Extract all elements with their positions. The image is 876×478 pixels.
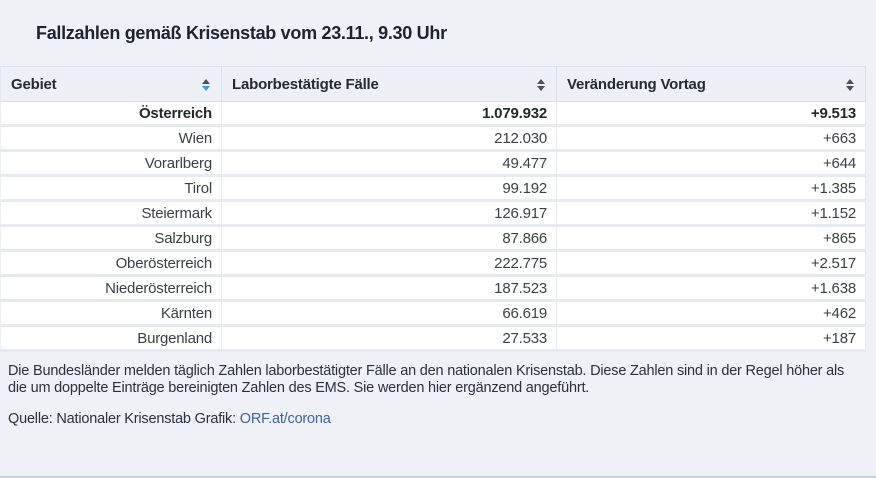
cases-cell: 222.775 [222,252,557,277]
sort-icon [537,78,546,91]
region-cell: Niederösterreich [0,277,222,302]
column-header-label: Gebiet [11,75,57,93]
column-header-veraenderung[interactable]: Veränderung Vortag [557,66,866,102]
table-row: Oberösterreich 222.775 +2.517 [0,252,866,277]
region-cell: Kärnten [0,302,222,327]
table-header-row: Gebiet Laborbestätigte Fälle Veränderung V… [0,66,866,102]
change-cell: +462 [557,302,866,327]
column-header-faelle[interactable]: Laborbestätigte Fälle [222,66,557,102]
region-cell: Steiermark [0,202,222,227]
region-cell: Salzburg [0,227,222,252]
change-cell: +2.517 [557,252,866,277]
column-header-label: Laborbestätigte Fälle [232,75,379,93]
change-cell: +9.513 [557,102,866,127]
table-row: Kärnten 66.619 +462 [0,302,866,327]
sort-icon [846,78,855,91]
cases-cell: 212.030 [222,127,557,152]
table-row: Wien 212.030 +663 [0,127,866,152]
table-row: Österreich 1.079.932 +9.513 [0,102,866,127]
change-cell: +1.152 [557,202,866,227]
table-row: Burgenland 27.533 +187 [0,327,866,352]
source-link[interactable]: ORF.at/corona [239,411,331,427]
table-row: Steiermark 126.917 +1.152 [0,202,866,227]
change-cell: +644 [557,152,866,177]
table-row: Vorarlberg 49.477 +644 [0,152,866,177]
page-title: Fallzahlen gemäß Krisenstab vom 23.11., … [36,23,447,43]
region-cell: Österreich [0,102,222,127]
cases-cell: 87.866 [222,227,557,252]
region-cell: Oberösterreich [0,252,222,277]
cases-cell: 126.917 [222,202,557,227]
region-cell: Burgenland [0,327,222,352]
table-body: Österreich 1.079.932 +9.513 Wien 212.030 +663… [0,102,866,352]
footnote-text: Die Bundesländer melden täglich Zahlen l… [8,363,845,396]
cases-cell: 1.079.932 [222,102,557,127]
region-cell: Tirol [0,177,222,202]
change-cell: +865 [557,227,866,252]
change-cell: +663 [557,127,866,152]
change-cell: +1.638 [557,277,866,302]
cases-cell: 49.477 [222,152,557,177]
cases-cell: 66.619 [222,302,557,327]
region-cell: Wien [0,127,222,152]
table-row: Tirol 99.192 +1.385 [0,177,866,202]
cases-cell: 27.533 [222,327,557,352]
table-row: Salzburg 87.866 +865 [0,227,866,252]
change-cell: +1.385 [557,177,866,202]
source-line: Quelle: Nationaler Krisenstab Grafik: OR… [0,397,876,427]
change-cell: +187 [557,327,866,352]
sort-icon [202,78,211,91]
column-header-label: Veränderung Vortag [567,75,706,93]
region-cell: Vorarlberg [0,152,222,177]
source-label: Quelle: Nationaler Krisenstab Grafik: [8,411,240,427]
data-table: Gebiet Laborbestätigte Fälle Veränderung V… [0,66,866,352]
data-table-container: Gebiet Laborbestätigte Fälle Veränderung V… [0,66,876,352]
cases-cell: 187.523 [222,277,557,302]
cases-cell: 99.192 [222,177,557,202]
table-row: Niederösterreich 187.523 +1.638 [0,277,866,302]
column-header-gebiet[interactable]: Gebiet [0,66,222,102]
